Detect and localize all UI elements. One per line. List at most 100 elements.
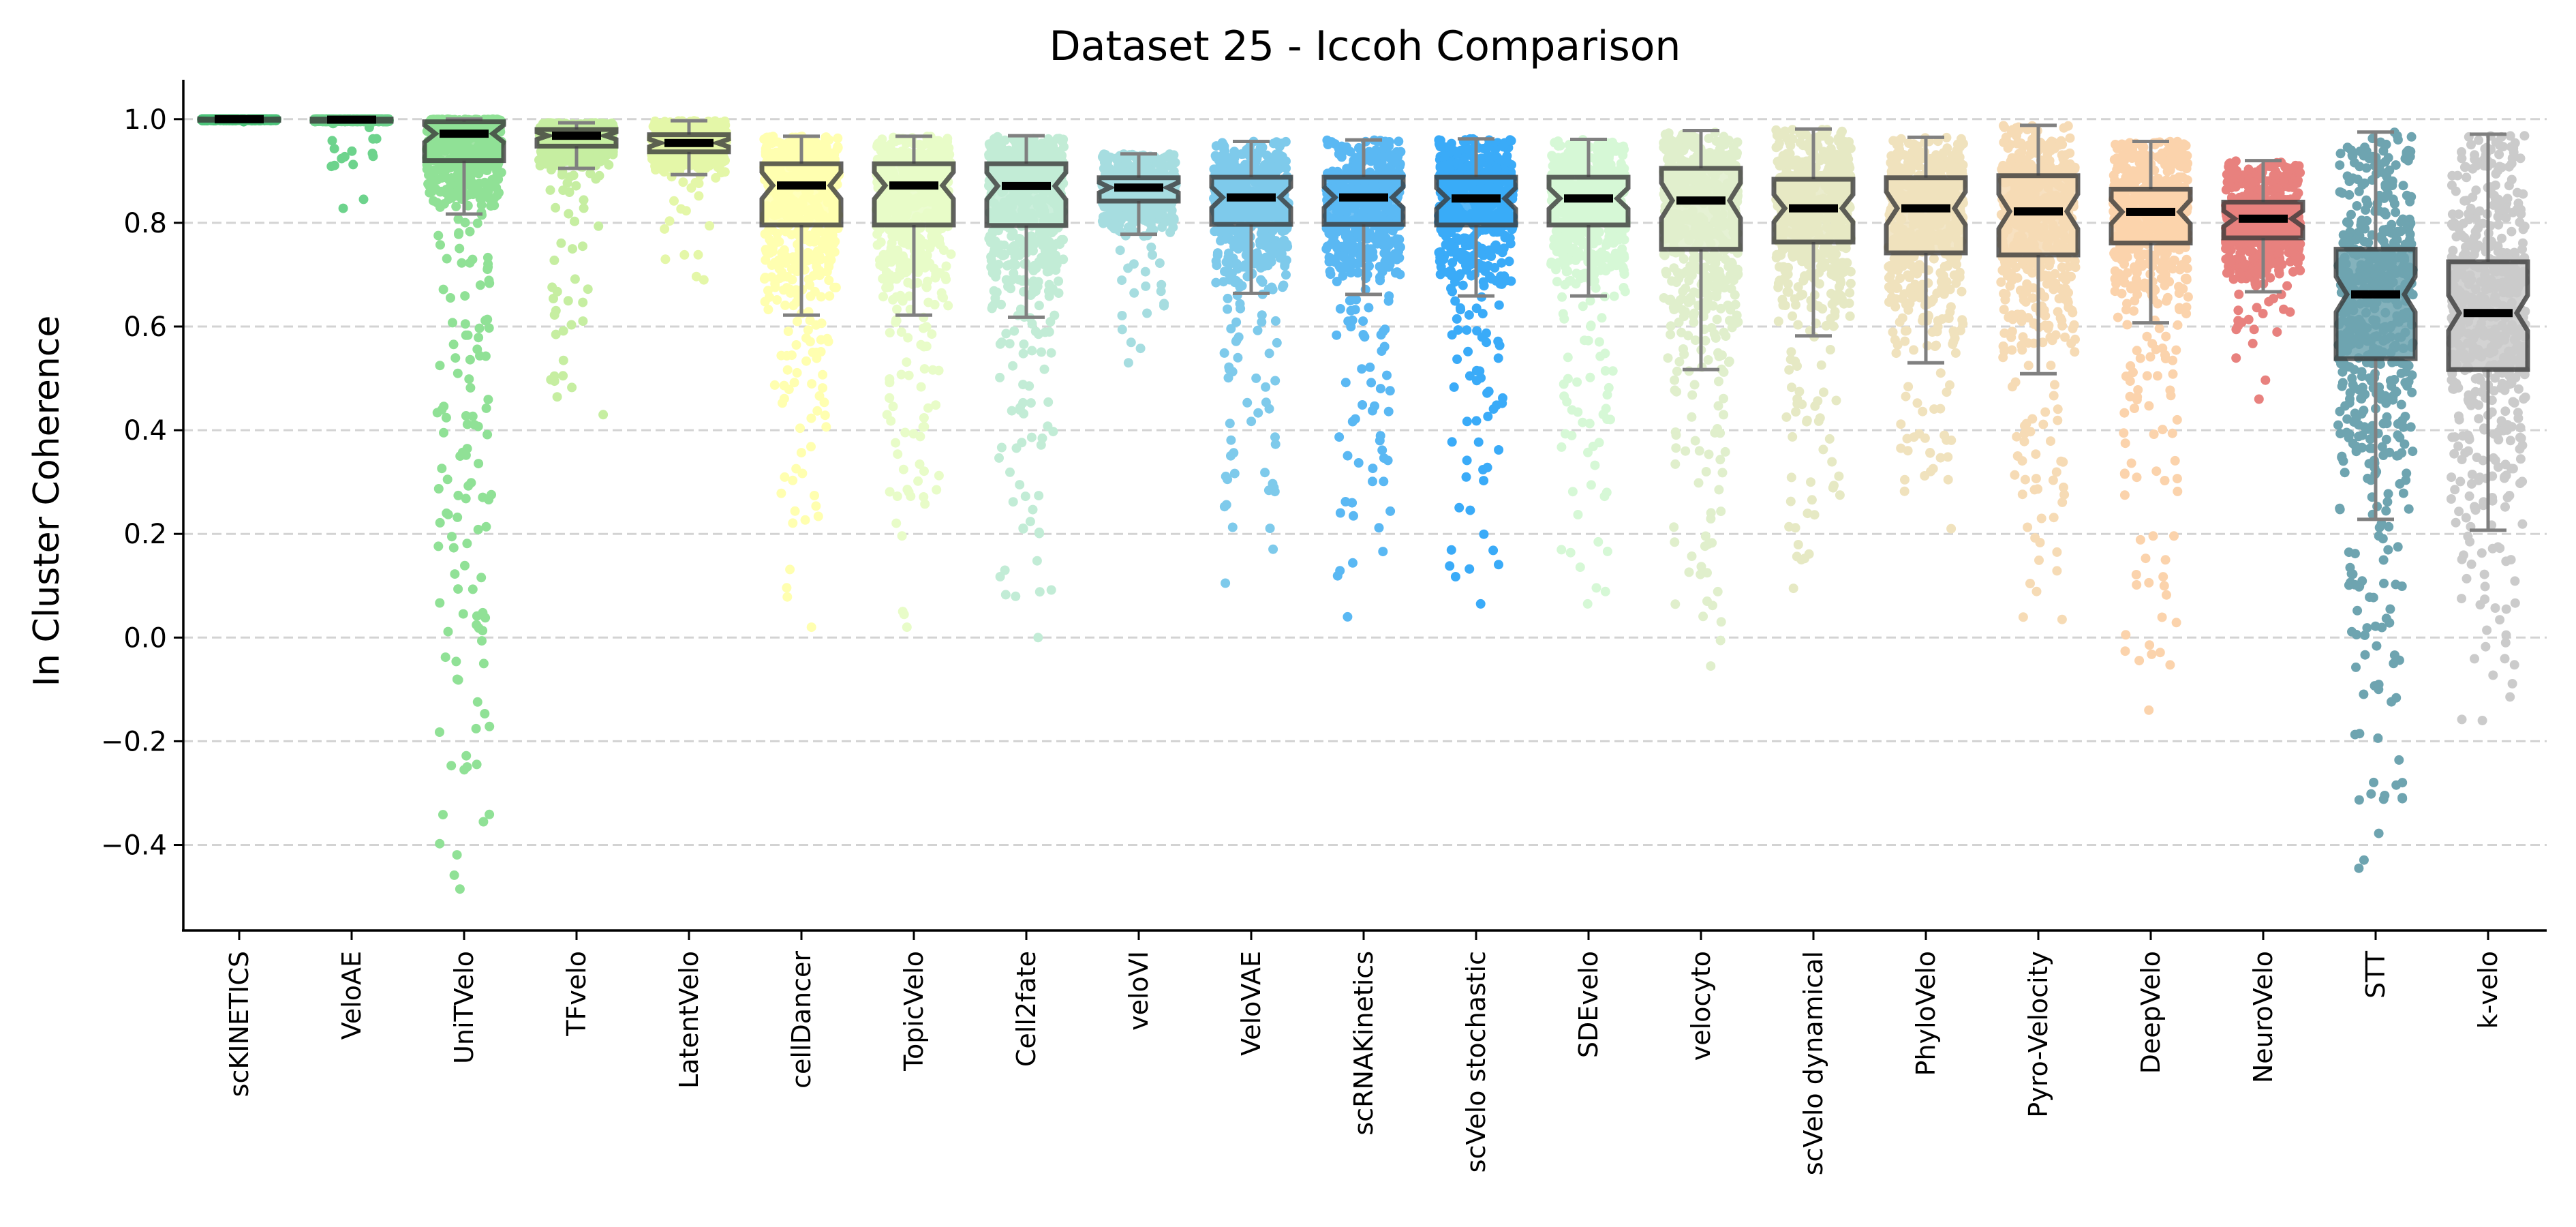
data-point <box>474 459 484 469</box>
data-point <box>1009 326 1019 336</box>
y-axis-label: In Cluster Coherence <box>27 316 67 687</box>
data-point <box>472 218 482 228</box>
data-point <box>891 438 901 448</box>
data-point <box>549 310 559 320</box>
data-point <box>453 584 463 594</box>
data-point <box>1015 480 1025 490</box>
data-point <box>435 240 445 250</box>
data-point <box>460 560 470 571</box>
data-point <box>1044 291 1054 301</box>
data-point <box>903 277 913 288</box>
data-point <box>481 403 491 413</box>
data-point <box>1020 491 1030 502</box>
data-point <box>453 490 463 500</box>
data-point <box>915 431 925 442</box>
data-point <box>472 697 482 707</box>
data-point <box>897 531 907 541</box>
data-point <box>443 509 453 519</box>
data-point <box>899 609 909 620</box>
data-point <box>1047 142 1057 152</box>
data-point <box>1045 317 1056 327</box>
data-point <box>776 350 786 361</box>
data-point <box>679 249 690 260</box>
data-point <box>486 201 496 211</box>
data-point <box>814 149 825 159</box>
data-point <box>902 622 912 633</box>
data-point <box>991 272 1001 282</box>
data-point <box>480 177 490 187</box>
data-point <box>570 216 580 226</box>
data-point <box>1028 278 1038 288</box>
data-point <box>793 316 802 327</box>
data-point <box>1011 591 1021 601</box>
data-point <box>784 384 794 395</box>
data-point <box>1011 260 1021 270</box>
data-point <box>796 448 806 458</box>
data-point <box>358 194 369 204</box>
data-point <box>472 620 482 630</box>
data-point <box>815 269 825 279</box>
data-point <box>801 356 812 366</box>
data-point <box>898 464 908 474</box>
data-point <box>1027 289 1037 299</box>
data-point <box>483 395 493 405</box>
data-point <box>998 251 1008 260</box>
data-point <box>422 164 432 175</box>
data-point <box>567 382 577 393</box>
data-point <box>475 280 485 290</box>
data-point <box>1058 137 1068 147</box>
data-point <box>781 226 791 237</box>
data-point <box>785 564 795 575</box>
data-point <box>454 229 463 239</box>
data-point <box>1036 440 1046 450</box>
data-point <box>579 203 589 213</box>
data-point <box>433 230 444 241</box>
data-point <box>455 884 465 894</box>
data-point <box>433 541 444 551</box>
data-point <box>792 367 802 378</box>
data-point <box>934 136 944 147</box>
data-point <box>1019 339 1029 349</box>
data-point <box>329 144 339 154</box>
data-point <box>900 427 910 438</box>
data-point <box>461 411 471 421</box>
data-point <box>816 335 826 345</box>
data-point <box>1034 528 1045 539</box>
data-point <box>906 491 916 502</box>
data-point <box>551 329 561 339</box>
data-point <box>472 759 482 770</box>
data-point <box>920 262 930 273</box>
data-point <box>1008 497 1018 507</box>
data-point <box>919 492 929 502</box>
data-point <box>565 172 575 182</box>
data-point <box>824 262 834 272</box>
data-point <box>1007 406 1017 416</box>
data-point <box>1052 260 1062 269</box>
data-point <box>833 133 843 143</box>
data-point <box>806 413 816 423</box>
data-point <box>549 294 558 303</box>
data-point <box>546 375 556 384</box>
data-point <box>821 422 831 432</box>
data-point <box>468 190 478 200</box>
data-point <box>892 491 902 501</box>
data-point <box>1018 348 1028 359</box>
data-point <box>782 583 792 593</box>
data-point <box>1018 524 1028 534</box>
data-point <box>891 292 902 302</box>
data-point <box>693 249 703 260</box>
data-point <box>438 810 448 820</box>
data-point <box>1037 234 1047 245</box>
data-point <box>992 287 1002 297</box>
data-point <box>1006 284 1015 294</box>
data-point <box>806 622 816 633</box>
data-point <box>557 170 567 180</box>
data-point <box>927 329 937 339</box>
data-point <box>816 292 826 302</box>
data-point <box>443 626 453 637</box>
data-point <box>1005 467 1015 477</box>
data-point <box>448 318 457 328</box>
data-point <box>769 380 780 390</box>
data-point <box>446 293 455 303</box>
data-point <box>457 258 467 268</box>
